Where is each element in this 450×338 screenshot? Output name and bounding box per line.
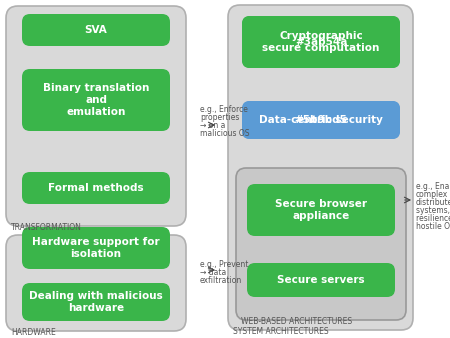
FancyBboxPatch shape — [22, 172, 170, 204]
Text: Formal methods: Formal methods — [48, 183, 144, 193]
Text: HARDWARE: HARDWARE — [11, 328, 56, 337]
Text: e.g., Prevent: e.g., Prevent — [200, 260, 248, 269]
FancyBboxPatch shape — [22, 14, 170, 46]
Text: exfiltration: exfiltration — [200, 276, 242, 285]
Text: properties: properties — [200, 113, 239, 122]
Text: Hardware support for
isolation: Hardware support for isolation — [32, 237, 160, 259]
FancyBboxPatch shape — [242, 101, 400, 139]
FancyBboxPatch shape — [6, 6, 186, 226]
Text: Secure browser
appliance: Secure browser appliance — [275, 199, 367, 221]
Text: #5b9bd5: #5b9bd5 — [295, 115, 347, 125]
Text: malicious OS: malicious OS — [200, 129, 249, 138]
Text: SVA: SVA — [85, 25, 108, 35]
FancyBboxPatch shape — [22, 69, 170, 131]
FancyBboxPatch shape — [242, 101, 400, 139]
Text: e.g., Enable: e.g., Enable — [416, 182, 450, 191]
FancyBboxPatch shape — [22, 283, 170, 321]
Text: systems, with: systems, with — [416, 206, 450, 215]
Text: Secure servers: Secure servers — [277, 275, 365, 285]
Text: hostile OS's: hostile OS's — [416, 222, 450, 231]
FancyBboxPatch shape — [242, 16, 400, 68]
FancyBboxPatch shape — [6, 235, 186, 331]
Text: Binary translation
and
emulation: Binary translation and emulation — [43, 82, 149, 117]
Text: #3ab54a: #3ab54a — [295, 37, 347, 47]
Text: Dealing with malicious
hardware: Dealing with malicious hardware — [29, 291, 163, 313]
Text: Cryptographic
secure computation: Cryptographic secure computation — [262, 31, 380, 53]
Text: → on a: → on a — [200, 121, 225, 130]
FancyBboxPatch shape — [247, 263, 395, 297]
Text: TRANSFORMATION: TRANSFORMATION — [11, 223, 82, 232]
FancyBboxPatch shape — [228, 5, 413, 330]
FancyBboxPatch shape — [247, 184, 395, 236]
Text: resilience to: resilience to — [416, 214, 450, 223]
Text: WEB-BASED ARCHITECTURES: WEB-BASED ARCHITECTURES — [241, 317, 352, 326]
FancyBboxPatch shape — [242, 16, 400, 68]
Text: → data: → data — [200, 268, 226, 277]
Text: SYSTEM ARCHITECTURES: SYSTEM ARCHITECTURES — [233, 327, 328, 336]
FancyBboxPatch shape — [236, 168, 406, 320]
FancyBboxPatch shape — [22, 227, 170, 269]
Text: distributed: distributed — [416, 198, 450, 207]
Text: e.g., Enforce: e.g., Enforce — [200, 105, 248, 114]
Text: complex: complex — [416, 190, 448, 199]
Text: Data-centric security: Data-centric security — [259, 115, 383, 125]
